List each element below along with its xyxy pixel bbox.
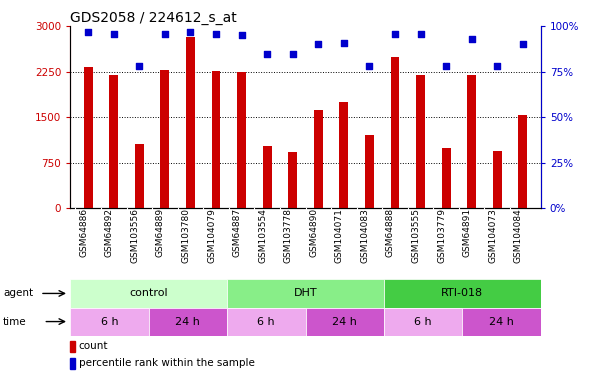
- Bar: [384, 308, 463, 336]
- Point: [211, 30, 221, 36]
- Point: [109, 30, 119, 36]
- Text: GSM64889: GSM64889: [156, 208, 165, 257]
- Bar: [70, 279, 227, 308]
- Point: [415, 30, 425, 36]
- Bar: [109, 75, 118, 208]
- Bar: [237, 72, 246, 208]
- Bar: [288, 152, 297, 208]
- Point: [134, 63, 144, 69]
- Bar: [306, 308, 384, 336]
- Point: [467, 36, 477, 42]
- Text: 6 h: 6 h: [414, 316, 432, 327]
- Bar: [463, 308, 541, 336]
- Bar: [70, 341, 75, 352]
- Text: 24 h: 24 h: [332, 316, 357, 327]
- Text: GDS2058 / 224612_s_at: GDS2058 / 224612_s_at: [70, 11, 237, 25]
- Text: GSM64886: GSM64886: [79, 208, 88, 257]
- Text: GSM104084: GSM104084: [514, 208, 523, 263]
- Bar: [365, 135, 374, 208]
- Text: GSM104071: GSM104071: [335, 208, 344, 263]
- Point: [518, 42, 528, 48]
- Bar: [442, 147, 450, 208]
- Text: GSM103554: GSM103554: [258, 208, 267, 263]
- Bar: [467, 75, 476, 208]
- Text: GSM64891: GSM64891: [463, 208, 472, 257]
- Text: 24 h: 24 h: [175, 316, 200, 327]
- Text: GSM103780: GSM103780: [181, 208, 191, 263]
- Text: GSM103778: GSM103778: [284, 208, 293, 263]
- Text: GSM104073: GSM104073: [488, 208, 497, 263]
- Point: [390, 30, 400, 36]
- Bar: [384, 279, 541, 308]
- Text: RTI-018: RTI-018: [441, 288, 483, 298]
- Text: DHT: DHT: [294, 288, 317, 298]
- Text: 6 h: 6 h: [101, 316, 119, 327]
- Bar: [263, 146, 272, 208]
- Text: count: count: [79, 341, 108, 351]
- Bar: [84, 68, 93, 208]
- Point: [186, 29, 196, 35]
- Text: GSM103779: GSM103779: [437, 208, 446, 263]
- Text: GSM104083: GSM104083: [360, 208, 370, 263]
- Text: percentile rank within the sample: percentile rank within the sample: [79, 358, 255, 368]
- Point: [492, 63, 502, 69]
- Bar: [186, 36, 195, 208]
- Text: GSM103556: GSM103556: [130, 208, 139, 263]
- Bar: [339, 102, 348, 208]
- Bar: [390, 57, 400, 208]
- Bar: [493, 150, 502, 208]
- Bar: [416, 75, 425, 208]
- Point: [160, 30, 170, 36]
- Point: [83, 29, 93, 35]
- Text: GSM64892: GSM64892: [104, 208, 114, 257]
- Bar: [314, 110, 323, 208]
- Text: 6 h: 6 h: [257, 316, 275, 327]
- Text: GSM64890: GSM64890: [309, 208, 318, 257]
- Text: GSM64887: GSM64887: [233, 208, 241, 257]
- Point: [313, 42, 323, 48]
- Bar: [70, 358, 75, 369]
- Text: time: time: [3, 316, 27, 327]
- Point: [441, 63, 451, 69]
- Bar: [148, 308, 227, 336]
- Point: [288, 51, 298, 57]
- Text: GSM64888: GSM64888: [386, 208, 395, 257]
- Text: 24 h: 24 h: [489, 316, 514, 327]
- Text: GSM103555: GSM103555: [412, 208, 420, 263]
- Text: agent: agent: [3, 288, 33, 298]
- Bar: [70, 308, 148, 336]
- Point: [365, 63, 375, 69]
- Bar: [211, 71, 221, 208]
- Bar: [518, 116, 527, 208]
- Text: control: control: [130, 288, 168, 298]
- Text: GSM104079: GSM104079: [207, 208, 216, 263]
- Point: [236, 32, 246, 38]
- Point: [339, 40, 349, 46]
- Bar: [161, 70, 169, 208]
- Bar: [227, 279, 384, 308]
- Bar: [135, 144, 144, 208]
- Bar: [227, 308, 306, 336]
- Point: [262, 51, 272, 57]
